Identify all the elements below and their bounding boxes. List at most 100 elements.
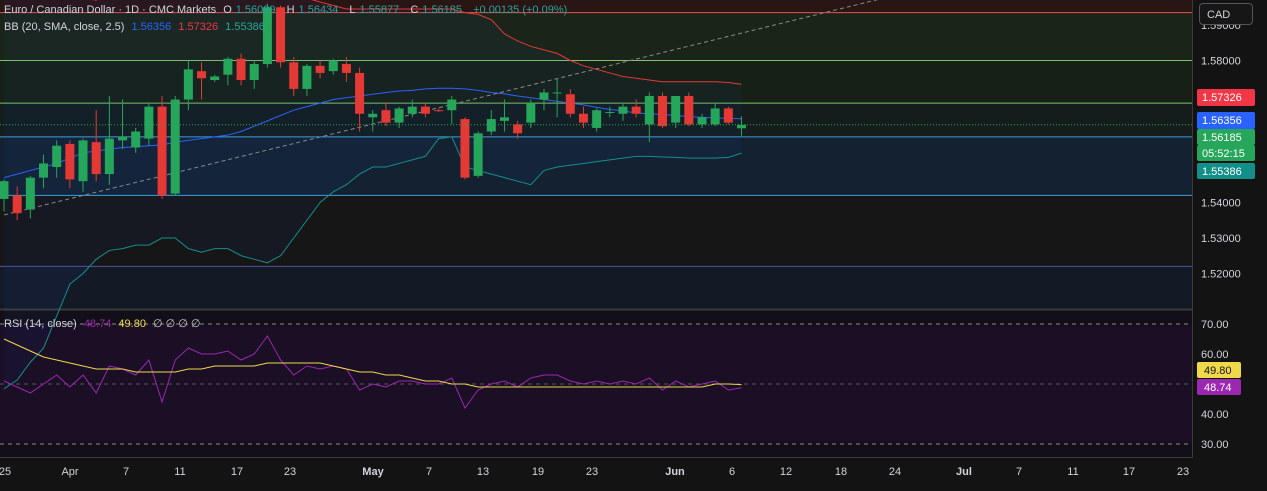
- candle-body: [420, 106, 430, 114]
- price-tick-label: 1.54000: [1201, 198, 1241, 210]
- candle: [592, 108, 602, 132]
- rsi-label-value: 48.74: [1204, 382, 1232, 394]
- price-label-last_price: 1.56185: [1202, 132, 1242, 144]
- symbol-title[interactable]: Euro / Canadian Dollar · 1D · CMC Market…: [4, 4, 217, 16]
- candle-body: [565, 94, 575, 114]
- candle-body: [697, 117, 707, 125]
- zone-red: [0, 0, 1192, 13]
- zone-dark: [0, 195, 1192, 267]
- candle: [658, 92, 667, 128]
- candle: [91, 110, 101, 182]
- price-label-box-last_price: [1197, 129, 1255, 145]
- rsi-value: 48.74: [83, 318, 112, 330]
- candle-body: [223, 58, 233, 75]
- price-label-box-bb_upper: [1197, 89, 1255, 106]
- rsi-label-box: [1197, 379, 1241, 395]
- time-tick-label: 19: [532, 466, 544, 478]
- low-label: L: [349, 4, 356, 16]
- time-tick-label: 6: [729, 466, 735, 478]
- price-tick-label: 1.53000: [1201, 233, 1241, 245]
- bb-legend[interactable]: BB (20, SMA, close, 2.5) 1.56356 1.57326…: [4, 21, 269, 33]
- candle: [381, 103, 391, 127]
- candle: [460, 117, 470, 180]
- candle: [434, 108, 444, 112]
- bb-lower-line: [3, 136, 742, 390]
- candle-body: [394, 108, 404, 123]
- time-tick-label: 11: [1067, 466, 1078, 478]
- candle: [526, 99, 536, 128]
- candle: [223, 56, 233, 86]
- candle-body: [210, 76, 220, 81]
- candle-body: [236, 58, 246, 81]
- candle: [368, 110, 378, 132]
- candle: [118, 99, 128, 150]
- rsi-legend[interactable]: RSI (14, close) 48.74 49.80 ∅ ∅ ∅ ∅: [4, 317, 205, 330]
- candle: [723, 106, 733, 125]
- candle: [39, 154, 49, 189]
- candle: [183, 60, 193, 111]
- candle-body: [262, 7, 272, 65]
- time-tick-label: 12: [780, 466, 792, 478]
- candle: [78, 138, 88, 192]
- price-tick-label: 1.52000: [1201, 269, 1241, 281]
- candle: [262, 3, 272, 68]
- candle-body: [315, 65, 325, 73]
- candle-body: [78, 140, 88, 182]
- time-tick-label: Jul: [956, 466, 972, 478]
- zone-blue: [0, 136, 1192, 196]
- candle: [341, 56, 351, 82]
- rsi-tick-label: 40.00: [1201, 409, 1229, 421]
- candle: [447, 96, 457, 125]
- time-tick-label: 23: [284, 466, 296, 478]
- price-label-bb_lower: 1.55386: [1202, 166, 1242, 178]
- candle-body: [0, 181, 9, 199]
- open-label: O: [223, 4, 232, 16]
- candle: [737, 116, 747, 136]
- candle-body: [460, 119, 470, 178]
- time-tick-label: 23: [1177, 466, 1189, 478]
- candle: [249, 60, 259, 89]
- candle-body: [157, 106, 167, 196]
- candle-body: [328, 60, 338, 72]
- change-value: +0.00135 (+0.09%): [473, 4, 568, 16]
- candle: [210, 74, 220, 82]
- currency-button[interactable]: CAD: [1199, 3, 1253, 25]
- price-label-countdown: 05:52:15: [1202, 148, 1245, 160]
- rsi-tick-label: 30.00: [1201, 439, 1229, 451]
- candle-body: [39, 163, 49, 178]
- bb-basis-value: 1.56356: [131, 21, 172, 33]
- time-tick-label: 17: [231, 466, 243, 478]
- candle-body: [631, 106, 641, 114]
- time-tick-label: 13: [477, 466, 489, 478]
- rsi-ma-line: [3, 338, 742, 388]
- candle-body: [368, 113, 378, 118]
- candle-body: [276, 7, 286, 63]
- zone-green-upper: [0, 12, 1192, 61]
- candle-body: [671, 96, 681, 123]
- close-value: 1.56185: [422, 4, 463, 16]
- candle: [552, 78, 562, 118]
- price-label-bb_upper: 1.57326: [1202, 92, 1242, 104]
- candle-body: [52, 145, 62, 167]
- candle: [157, 96, 167, 199]
- candle-body: [513, 124, 523, 134]
- price-tick-label: 1.58000: [1201, 56, 1241, 68]
- rsi-ma-value: 49.80: [118, 318, 146, 330]
- candle-body: [170, 99, 180, 194]
- candle-body: [118, 136, 128, 141]
- candle-body: [605, 111, 615, 113]
- candle: [276, 5, 286, 68]
- candle-body: [737, 124, 747, 129]
- time-tick-label: 17: [1123, 466, 1135, 478]
- high-label: H: [286, 4, 295, 16]
- candle: [486, 110, 496, 136]
- candle: [289, 56, 299, 96]
- candle: [539, 88, 549, 111]
- time-tick-label: Apr: [61, 466, 78, 478]
- candle: [565, 88, 575, 118]
- candle: [618, 103, 628, 121]
- candle: [513, 120, 523, 139]
- time-tick-label: Jun: [665, 466, 685, 478]
- candle-body: [684, 96, 694, 125]
